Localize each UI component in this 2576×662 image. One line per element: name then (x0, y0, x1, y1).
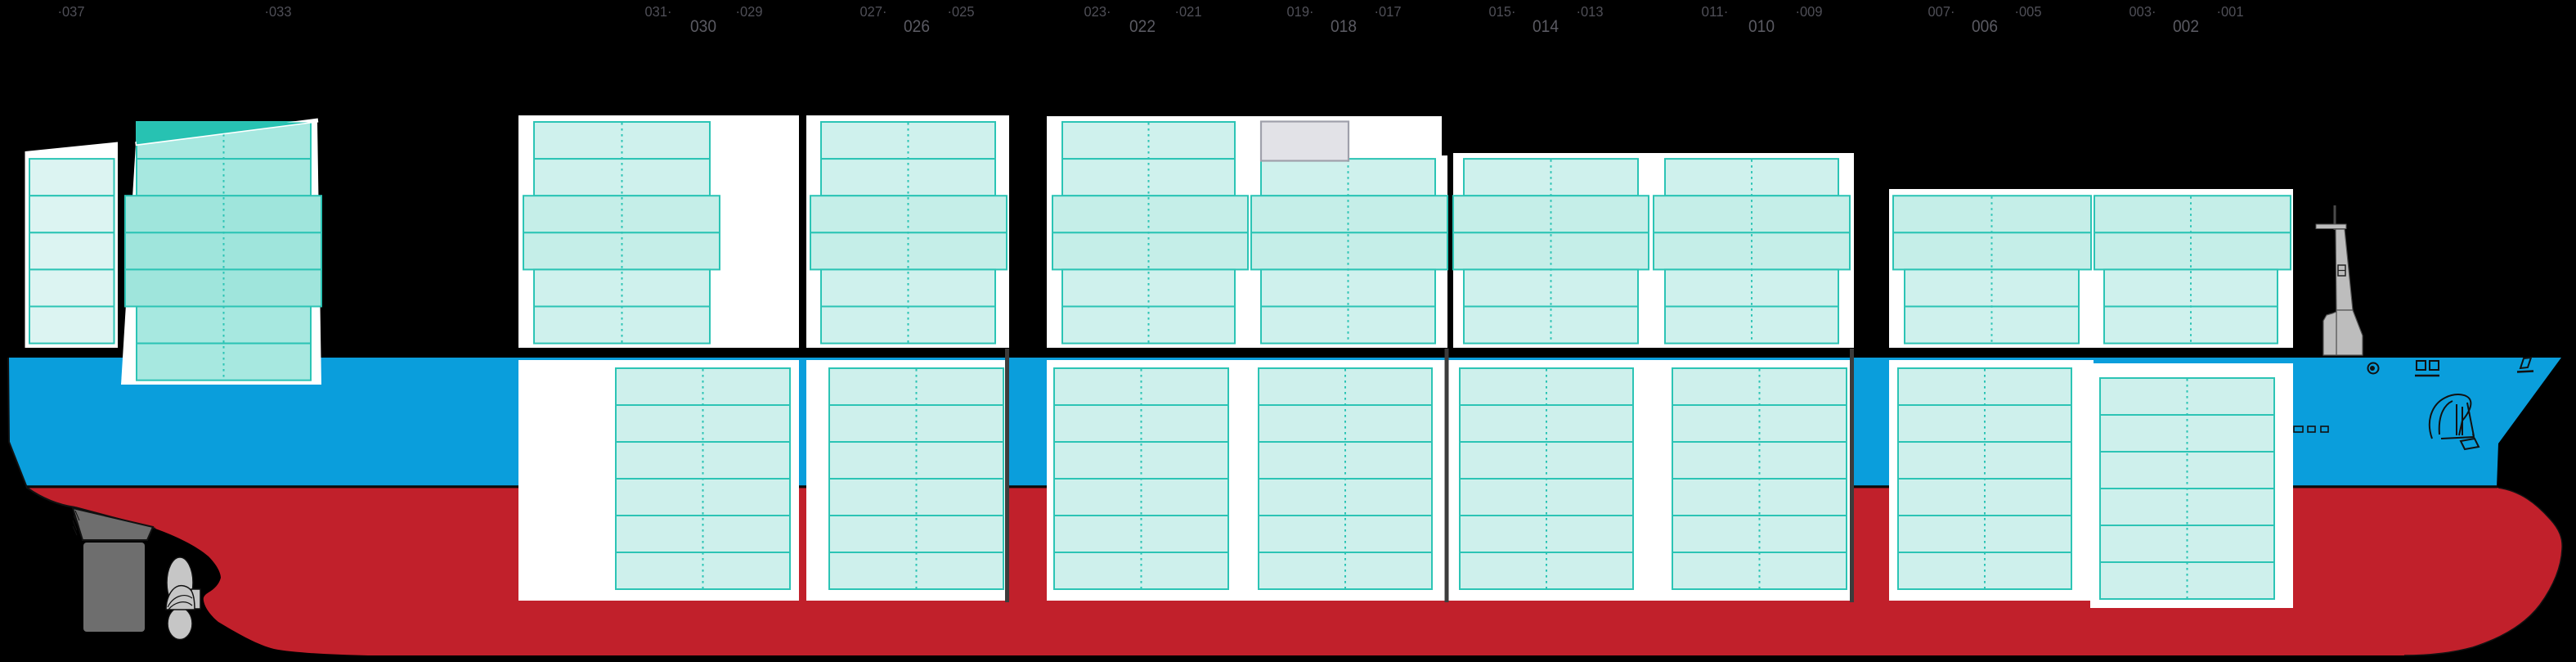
svg-text:·017: ·017 (1375, 3, 1402, 20)
svg-text:011·: 011· (1702, 3, 1729, 20)
svg-text:014: 014 (1533, 17, 1559, 36)
svg-text:·013: ·013 (1577, 3, 1604, 20)
svg-text:·001: ·001 (2217, 3, 2244, 20)
svg-text:006: 006 (1972, 17, 1998, 36)
svg-text:019·: 019· (1287, 3, 1314, 20)
svg-text:·025: ·025 (948, 3, 975, 20)
svg-text:007·: 007· (1928, 3, 1955, 20)
svg-text:·033: ·033 (265, 3, 292, 20)
svg-text:·029: ·029 (736, 3, 763, 20)
svg-text:030: 030 (690, 17, 716, 36)
svg-text:003·: 003· (2129, 3, 2156, 20)
svg-text:015·: 015· (1489, 3, 1516, 20)
svg-text:026: 026 (904, 17, 930, 36)
svg-text:·009: ·009 (1796, 3, 1823, 20)
svg-text:027·: 027· (860, 3, 887, 20)
svg-text:·021: ·021 (1175, 3, 1202, 20)
svg-text:010: 010 (1748, 17, 1775, 36)
svg-text:031·: 031· (645, 3, 672, 20)
svg-text:023·: 023· (1084, 3, 1111, 20)
svg-text:·005: ·005 (2015, 3, 2042, 20)
svg-text:018: 018 (1331, 17, 1357, 36)
svg-text:002: 002 (2173, 17, 2199, 36)
svg-text:·037: ·037 (58, 3, 85, 20)
svg-text:022: 022 (1129, 17, 1156, 36)
